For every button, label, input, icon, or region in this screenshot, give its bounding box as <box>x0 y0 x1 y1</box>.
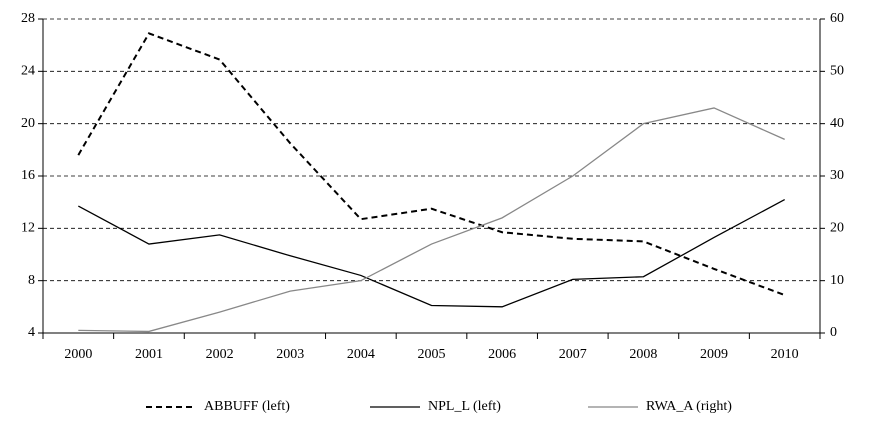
y2-tick-label: 30 <box>830 168 844 183</box>
x-tick-label: 2005 <box>418 347 446 362</box>
series-line <box>78 198 785 308</box>
y-tick-label: 16 <box>21 168 35 183</box>
y-tick-label: 12 <box>21 221 35 236</box>
series-line <box>78 107 785 333</box>
y2-tick-label: 0 <box>830 325 837 340</box>
y2-tick-label: 40 <box>830 116 844 131</box>
y2-tick-label: 60 <box>830 11 844 26</box>
x-tick-label: 2001 <box>135 347 163 362</box>
y2-tick-label: 50 <box>830 64 844 79</box>
y-tick-label: 24 <box>21 64 35 79</box>
x-tick-label: 2006 <box>488 347 516 362</box>
x-tick-label: 2004 <box>347 347 375 362</box>
y-tick-label: 28 <box>21 11 35 26</box>
y-tick-label: 8 <box>28 273 35 288</box>
x-tick-label: 2007 <box>559 347 587 362</box>
legend-label: RWA_A (right) <box>646 399 732 414</box>
legend-label: ABBUFF (left) <box>204 399 290 414</box>
x-tick-label: 2003 <box>276 347 304 362</box>
y2-tick-label: 20 <box>830 221 844 236</box>
x-tick-label: 2010 <box>771 347 799 362</box>
x-tick-label: 2000 <box>64 347 92 362</box>
legend-label: NPL_L (left) <box>428 399 501 414</box>
series-line <box>77 32 786 296</box>
x-tick-label: 2009 <box>700 347 728 362</box>
y2-tick-label: 10 <box>830 273 844 288</box>
x-tick-label: 2002 <box>206 347 234 362</box>
x-tick-label: 2008 <box>629 347 657 362</box>
y-tick-label: 20 <box>21 116 35 131</box>
y-tick-label: 4 <box>28 325 35 340</box>
